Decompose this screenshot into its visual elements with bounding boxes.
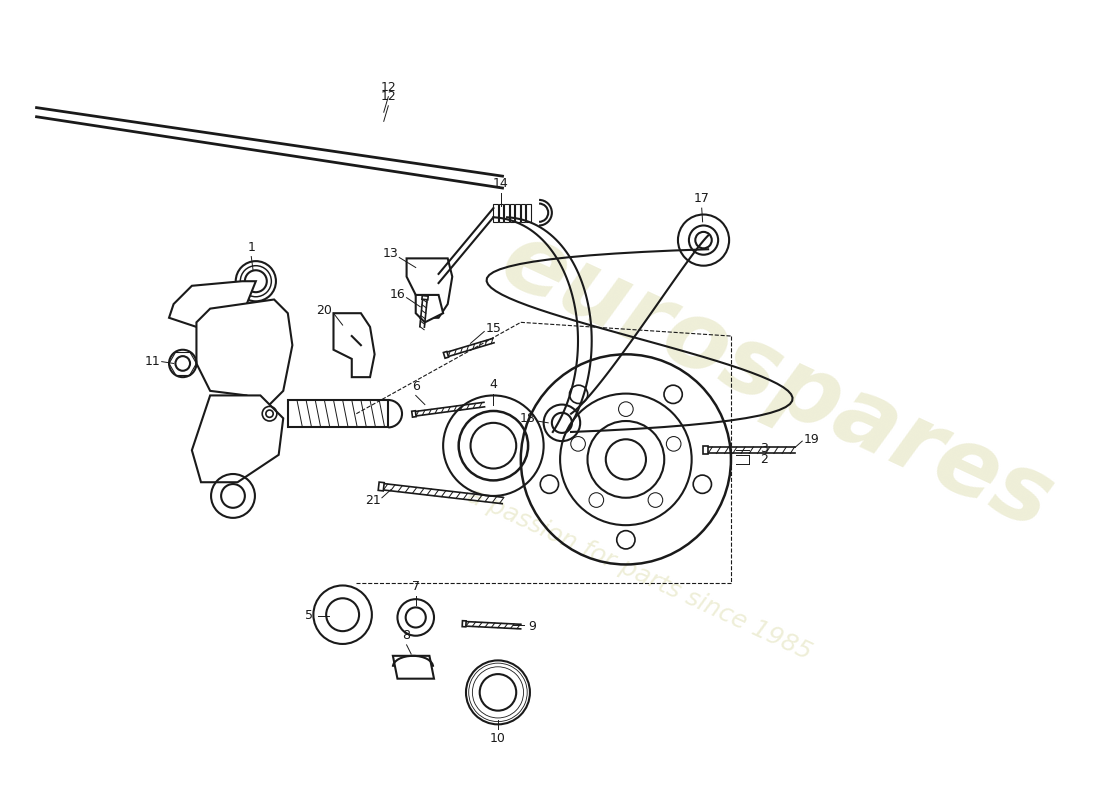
Text: 8: 8 xyxy=(403,630,410,642)
Polygon shape xyxy=(520,203,526,222)
Text: 11: 11 xyxy=(145,355,161,368)
Polygon shape xyxy=(333,314,375,377)
Polygon shape xyxy=(191,395,283,482)
Text: 21: 21 xyxy=(365,494,381,507)
Polygon shape xyxy=(288,400,388,427)
Text: 6: 6 xyxy=(411,380,420,393)
Text: 3: 3 xyxy=(760,442,768,455)
Text: 20: 20 xyxy=(317,304,332,317)
Polygon shape xyxy=(416,295,443,322)
Polygon shape xyxy=(499,203,504,222)
Polygon shape xyxy=(422,295,428,300)
Polygon shape xyxy=(443,351,449,358)
Text: 15: 15 xyxy=(485,322,502,335)
Text: 12: 12 xyxy=(381,81,396,94)
Polygon shape xyxy=(462,621,466,627)
Polygon shape xyxy=(378,482,384,491)
Text: 12: 12 xyxy=(381,90,396,103)
Text: 19: 19 xyxy=(803,433,820,446)
Text: 18: 18 xyxy=(520,412,536,425)
Polygon shape xyxy=(169,282,256,327)
Polygon shape xyxy=(407,258,452,318)
Text: eurospares: eurospares xyxy=(486,214,1067,550)
Polygon shape xyxy=(393,656,434,678)
Text: 13: 13 xyxy=(383,247,398,260)
Text: 14: 14 xyxy=(493,177,508,190)
Text: 4: 4 xyxy=(490,378,497,391)
Text: 7: 7 xyxy=(411,580,420,593)
Text: 1: 1 xyxy=(248,241,255,254)
Polygon shape xyxy=(505,203,509,222)
Text: 17: 17 xyxy=(694,193,710,206)
Polygon shape xyxy=(494,203,498,222)
Text: 9: 9 xyxy=(529,620,537,633)
Polygon shape xyxy=(515,203,520,222)
Text: 2: 2 xyxy=(760,453,768,466)
Polygon shape xyxy=(703,446,708,454)
Polygon shape xyxy=(526,203,531,222)
Polygon shape xyxy=(411,410,416,417)
Text: 10: 10 xyxy=(490,731,506,745)
Text: 5: 5 xyxy=(305,609,312,622)
Text: a passion for parts since 1985: a passion for parts since 1985 xyxy=(463,483,816,664)
Polygon shape xyxy=(197,299,293,409)
Text: 16: 16 xyxy=(389,289,405,302)
Polygon shape xyxy=(509,203,515,222)
